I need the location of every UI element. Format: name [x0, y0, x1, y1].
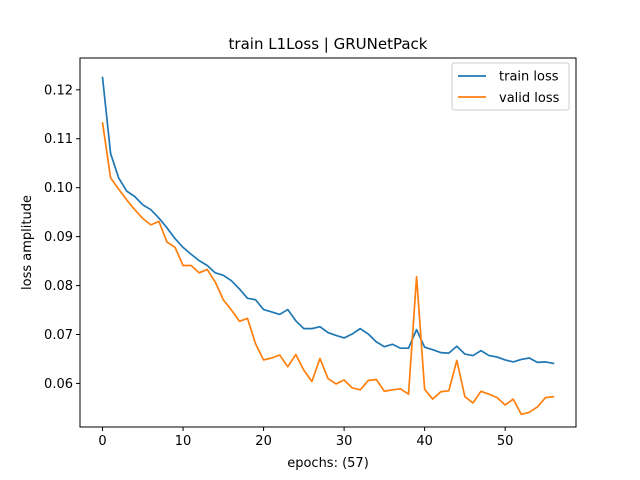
y-tick-label-0.07: 0.07 [44, 328, 73, 343]
axes-frame [80, 58, 576, 427]
x-tick-label-0: 0 [98, 434, 106, 449]
legend-label-valid-loss: valid loss [499, 91, 560, 106]
legend-label-train-loss: train loss [499, 70, 559, 85]
x-axis-label: epochs: (57) [287, 456, 369, 471]
plot-area [80, 58, 576, 427]
x-tick-label-10: 10 [175, 434, 192, 449]
y-axis-label: loss amplitude [20, 195, 35, 290]
y-tick-label-0.11: 0.11 [44, 132, 73, 147]
x-tick-label-30: 30 [336, 434, 353, 449]
x-tick-label-40: 40 [416, 434, 433, 449]
chart-title: train L1Loss | GRUNetPack [229, 35, 428, 53]
y-tick-label-0.12: 0.12 [44, 83, 73, 98]
legend: train loss valid loss [452, 63, 569, 110]
x-tick-label-50: 50 [497, 434, 514, 449]
y-tick-label-0.09: 0.09 [44, 230, 73, 245]
y-tick-label-0.06: 0.06 [44, 377, 73, 392]
y-tick-label-0.08: 0.08 [44, 279, 73, 294]
x-tick-label-20: 20 [255, 434, 272, 449]
y-tick-label-0.10: 0.10 [44, 181, 73, 196]
